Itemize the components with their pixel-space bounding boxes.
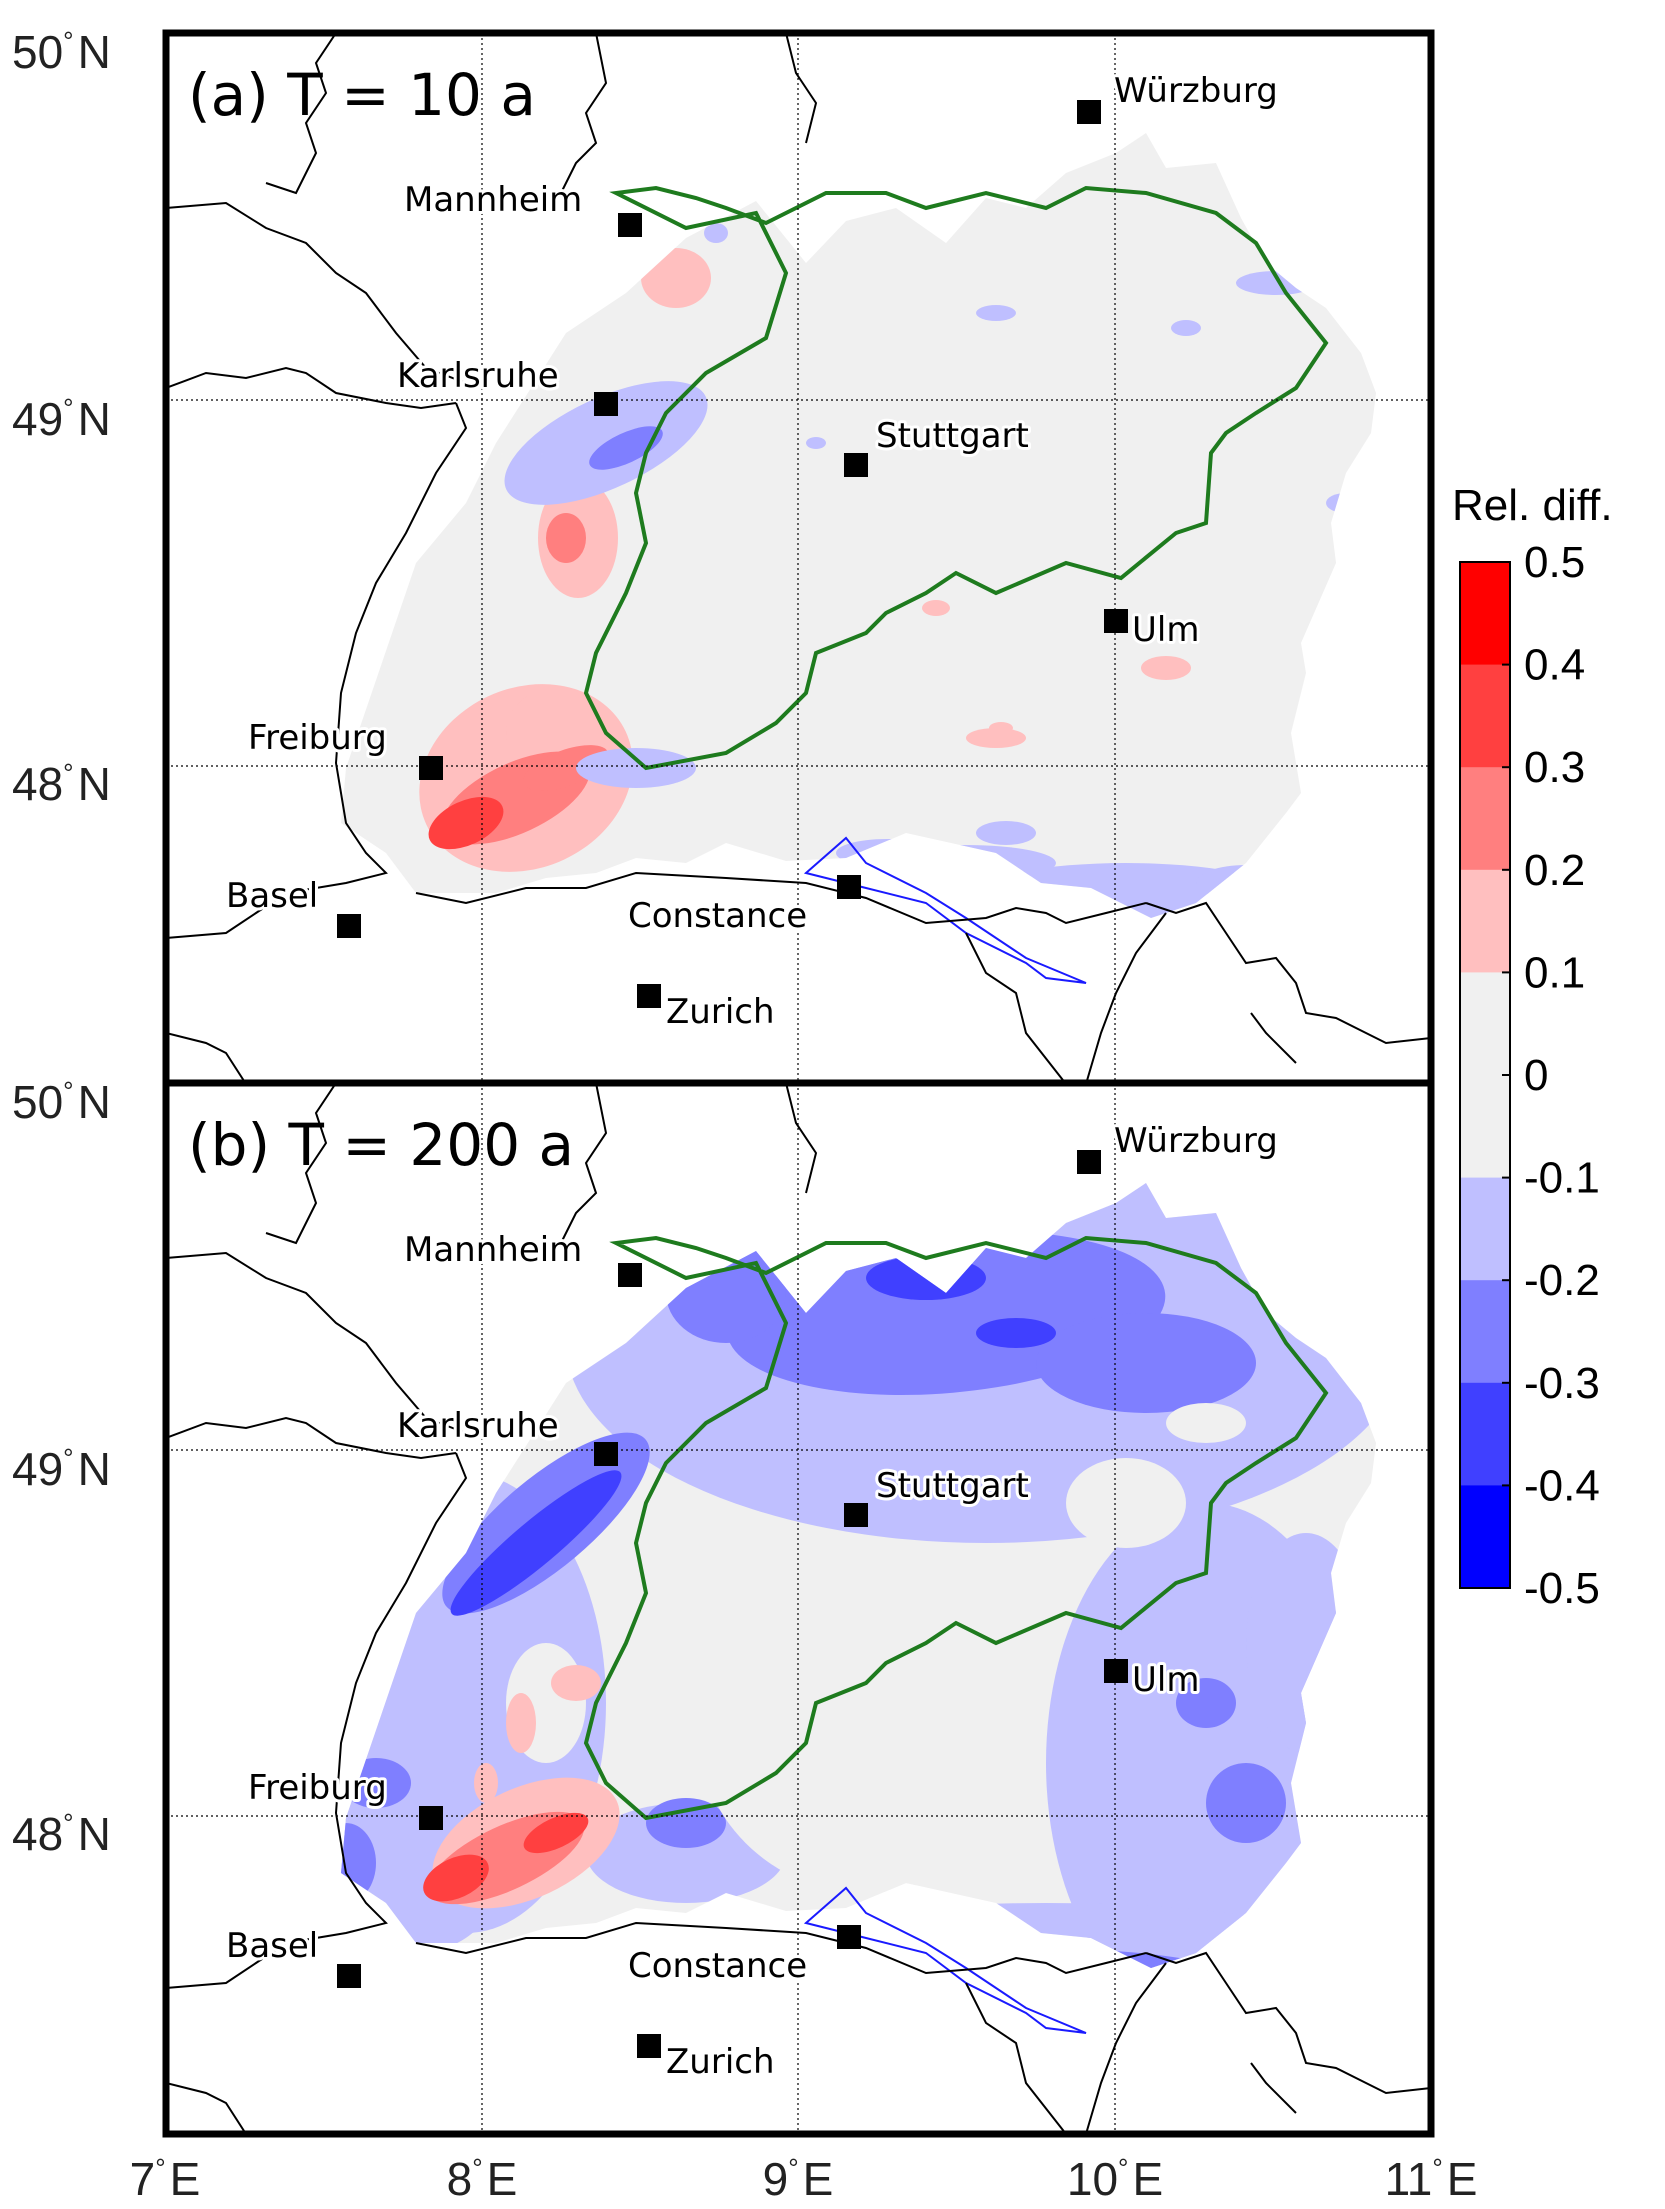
- city-label-karlsruhe: Karlsruhe: [397, 356, 559, 396]
- city-marker: [419, 756, 443, 780]
- city-label-wurzburg: Würzburg: [1114, 71, 1278, 111]
- city-marker: [594, 392, 618, 416]
- city-label-karlsruhe: Karlsruhe: [397, 1406, 559, 1446]
- city-marker: [618, 1263, 642, 1287]
- lat-labels-panel-b: 50°N 49°N 48°N: [12, 1076, 111, 1860]
- graticule: [166, 1083, 1431, 2134]
- lat-label-50n: 50°N: [12, 1076, 111, 1128]
- lat-label-48n: 48°N: [12, 758, 111, 810]
- lon-label-11e: 11°E: [1385, 2153, 1478, 2205]
- city-marker: [1077, 1150, 1101, 1174]
- colorbar-band: [1460, 1382, 1510, 1486]
- colorbar: Rel. diff. 0.5 0.4 0.3 0.2 0.1 0 -0.1 -0.2 -0.3 -…: [1452, 481, 1613, 1613]
- city-marker: [337, 1964, 361, 1988]
- city-marker: [594, 1442, 618, 1466]
- colorbar-tick-label: 0: [1524, 1051, 1548, 1100]
- colorbar-tick-label: -0.3: [1524, 1359, 1600, 1408]
- city-marker: [1104, 1659, 1128, 1683]
- city-label-ulm: Ulm: [1132, 610, 1199, 650]
- colorbar-band: [1460, 869, 1510, 973]
- colorbar-title: Rel. diff.: [1452, 481, 1613, 530]
- city-marker: [837, 1925, 861, 1949]
- colorbar-tick-label: 0.4: [1524, 641, 1585, 690]
- colorbar-band: [1460, 1075, 1510, 1179]
- panel-b-frame: [162, 1079, 1435, 2138]
- city-marker: [419, 1806, 443, 1830]
- city-label-mannheim: Mannheim: [404, 1230, 582, 1270]
- lon-labels: 7°E 8°E 9°E 10°E 11°E: [130, 2153, 1478, 2205]
- city-marker: [844, 1503, 868, 1527]
- colorbar-tick-label: -0.4: [1524, 1461, 1600, 1510]
- city-marker: [837, 875, 861, 899]
- city-label-freiburg: Freiburg: [248, 718, 387, 758]
- city-label-wurzburg: Würzburg: [1114, 1121, 1278, 1161]
- colorbar-bands: [1460, 562, 1510, 1589]
- lat-label-48n: 48°N: [12, 1808, 111, 1860]
- city-label-zurich: Zurich: [666, 2042, 775, 2082]
- city-label-basel: Basel: [226, 876, 318, 916]
- colorbar-band: [1460, 1485, 1510, 1589]
- city-marker: [1104, 609, 1128, 633]
- city-label-constance: Constance: [628, 1946, 807, 1986]
- colorbar-band: [1460, 1280, 1510, 1384]
- city-marker: [1077, 100, 1101, 124]
- city-marker: [844, 453, 868, 477]
- city-label-stuttgart: Stuttgart: [876, 1466, 1029, 1506]
- city-markers: [337, 100, 1128, 1008]
- city-label-mannheim: Mannheim: [404, 180, 582, 220]
- colorbar-band: [1460, 972, 1510, 1076]
- city-marker: [337, 914, 361, 938]
- lat-label-49n: 49°N: [12, 393, 111, 445]
- colorbar-tick-label: 0.3: [1524, 743, 1585, 792]
- city-marker: [618, 213, 642, 237]
- colorbar-tick-label: -0.2: [1524, 1256, 1600, 1305]
- colorbar-tick-label: 0.5: [1524, 538, 1585, 587]
- colorbar-tick-label: 0.2: [1524, 846, 1585, 895]
- colorbar-band: [1460, 664, 1510, 768]
- city-label-basel: Basel: [226, 1926, 318, 1966]
- city-marker: [637, 2034, 661, 2058]
- panel-a-title: (a) T = 10 a: [188, 61, 536, 129]
- colorbar-tick-label: -0.1: [1524, 1154, 1600, 1203]
- city-label-ulm: Ulm: [1132, 1660, 1199, 1700]
- city-label-freiburg: Freiburg: [248, 1768, 387, 1808]
- colorbar-tick-label: 0.1: [1524, 948, 1585, 997]
- city-label-stuttgart: Stuttgart: [876, 416, 1029, 456]
- lat-label-49n: 49°N: [12, 1443, 111, 1495]
- colorbar-ticks: 0.5 0.4 0.3 0.2 0.1 0 -0.1 -0.2 -0.3 -0.4 -0.5: [1502, 538, 1600, 1613]
- colorbar-band: [1460, 1177, 1510, 1281]
- panel-b-map: Würzburg Mannheim Karlsruhe Stuttgart Ul…: [162, 1079, 1435, 2138]
- lat-labels-panel-a: 50°N 49°N 48°N: [12, 26, 111, 810]
- lon-label-8e: 8°E: [447, 2153, 518, 2205]
- colorbar-band: [1460, 767, 1510, 871]
- graticule: [166, 33, 1431, 1084]
- lon-label-10e: 10°E: [1067, 2153, 1163, 2205]
- city-label-zurich: Zurich: [666, 992, 775, 1032]
- lon-label-9e: 9°E: [763, 2153, 834, 2205]
- lon-label-7e: 7°E: [130, 2153, 201, 2205]
- city-label-constance: Constance: [628, 896, 807, 936]
- panel-a-map: Würzburg Mannheim Karlsruhe Stuttgart Ul…: [162, 29, 1435, 1088]
- city-marker: [637, 984, 661, 1008]
- lat-label-50n: 50°N: [12, 26, 111, 78]
- panel-b-title: (b) T = 200 a: [188, 1111, 574, 1179]
- colorbar-band: [1460, 562, 1510, 666]
- colorbar-tick-label: -0.5: [1524, 1564, 1600, 1613]
- city-markers: [337, 1150, 1128, 2058]
